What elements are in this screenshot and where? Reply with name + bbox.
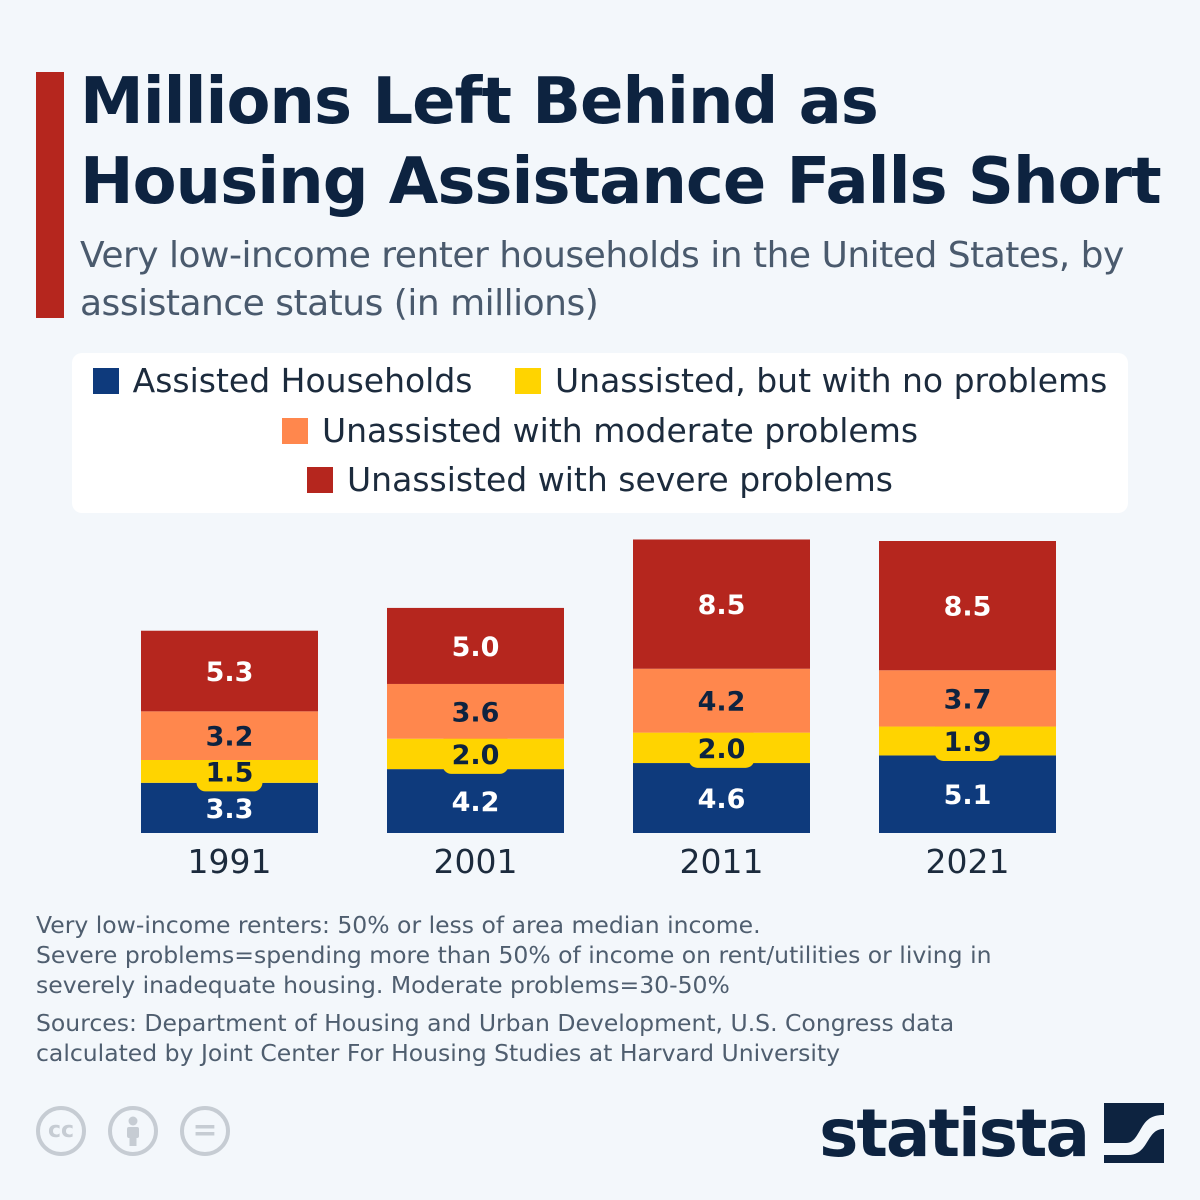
- bar-segment-2011-2: [633, 668, 810, 733]
- bar-segment-1991-3: [141, 630, 318, 712]
- data-label-2021-2: 3.7: [944, 684, 992, 715]
- data-label-1991-2: 3.2: [206, 722, 254, 753]
- data-label-2011-2: 4.2: [698, 687, 746, 718]
- legend-item-moderate: Unassisted with moderate problems: [281, 411, 919, 450]
- bar-segment-2021-0: [879, 755, 1056, 833]
- legend-swatch-assisted: [92, 368, 119, 394]
- note-problems: Severe problems=spending more than 50% o…: [36, 941, 992, 999]
- data-label-2001-3: 5.0: [452, 632, 500, 663]
- legend-row-3: Unassisted with severe problems: [72, 460, 1128, 499]
- data-label-2021-0: 5.1: [944, 780, 992, 811]
- data-label-2021-1: 1.9: [944, 727, 992, 758]
- legend-label-moderate: Unassisted with moderate problems: [321, 411, 919, 450]
- bar-segment-2021-2: [879, 670, 1056, 727]
- legend-label-severe: Unassisted with severe problems: [347, 460, 893, 499]
- no-derivatives-icon: =: [180, 1106, 230, 1156]
- data-label-1991-1: 1.5: [206, 757, 254, 788]
- bar-segment-2011-0: [633, 763, 810, 833]
- note-sources: Sources: Department of Housing and Urban…: [36, 1009, 955, 1067]
- data-label-1991-0: 3.3: [206, 794, 254, 825]
- data-label-2011-1: 2.0: [698, 734, 746, 765]
- legend-row-1: Assisted Households Unassisted, but with…: [72, 361, 1128, 400]
- bar-segment-2001-3: [387, 607, 564, 684]
- label-pill-2011: [688, 727, 755, 768]
- bar-segment-2001-2: [387, 683, 564, 739]
- label-pill-1991: [196, 751, 263, 792]
- note-definition: Very low-income renters: 50% or less of …: [36, 911, 761, 939]
- legend-swatch-no-problems: [515, 368, 541, 394]
- logo-text: statista: [819, 1094, 1090, 1172]
- data-label-2021-3: 8.5: [944, 592, 992, 623]
- legend-item-assisted: Assisted Households: [92, 361, 473, 400]
- legend-row-2: Unassisted with moderate problems: [72, 411, 1128, 450]
- legend-item-severe: Unassisted with severe problems: [307, 460, 893, 499]
- legend: Assisted Households Unassisted, but with…: [72, 353, 1128, 513]
- stacked-bar-chart: 3.3 1.5 3.2 5.3 1991 4.2 2.0 3.6 5.0 2001 4.6 2.0 4.…: [141, 539, 1056, 881]
- legend-swatch-severe: [307, 467, 334, 493]
- data-label-2011-3: 8.5: [698, 590, 746, 621]
- legend-item-no-problems: Unassisted, but with no problems: [515, 361, 1107, 400]
- x-tick-label-2021: 2021: [926, 842, 1010, 881]
- bar-segment-1991-2: [141, 711, 318, 760]
- data-label-1991-3: 5.3: [206, 657, 254, 688]
- statista-logo: statista: [819, 1095, 1164, 1172]
- data-label-2001-1: 2.0: [452, 740, 500, 771]
- legend-label-no-problems: Unassisted, but with no problems: [555, 361, 1108, 400]
- legend-swatch-moderate: [281, 418, 308, 444]
- data-label-2011-0: 4.6: [698, 784, 746, 815]
- label-pill-2001: [442, 733, 509, 774]
- x-tick-label-2001: 2001: [434, 842, 518, 881]
- statista-mark-icon: [1104, 1103, 1164, 1163]
- chart-subtitle: Very low-income renter households in the…: [80, 235, 1124, 324]
- attribution-icon: [108, 1106, 158, 1156]
- x-tick-label-2011: 2011: [680, 842, 764, 881]
- bar-segment-2011-3: [633, 539, 810, 669]
- person-glyph-icon: [127, 1116, 139, 1146]
- accent-bar: [36, 72, 64, 318]
- cc-icon: cc: [36, 1106, 86, 1156]
- label-pill-2021: [934, 720, 1001, 761]
- bar-segment-2021-3: [879, 541, 1056, 671]
- data-label-2001-0: 4.2: [452, 787, 500, 818]
- x-tick-label-1991: 1991: [188, 842, 272, 881]
- bar-segment-2001-0: [387, 769, 564, 833]
- data-label-2001-2: 3.6: [452, 697, 500, 728]
- legend-label-assisted: Assisted Households: [132, 361, 473, 400]
- chart-title: Millions Left Behind as Housing Assistan…: [80, 65, 1162, 219]
